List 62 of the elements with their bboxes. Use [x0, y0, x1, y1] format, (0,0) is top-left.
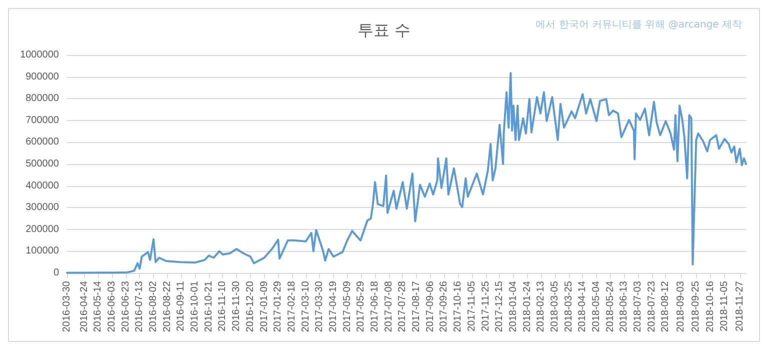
x-tick-label: 2018-09-03 [675, 280, 686, 332]
x-tick-label: 2016-07-13 [134, 280, 146, 332]
y-tick-label: 100000 [26, 246, 60, 257]
x-tick-label: 2017-07-08 [383, 280, 394, 332]
x-tick-label: 2017-03-30 [314, 280, 326, 332]
x-tick-label: 2018-09-25 [690, 280, 702, 332]
x-tick-label: 2017-06-18 [370, 280, 381, 332]
x-tick-label: 2017-08-17 [411, 280, 422, 332]
x-tick-label: 2017-05-09 [342, 280, 353, 332]
x-tick-label: 2017-09-06 [424, 280, 436, 332]
y-tick-label: 700000 [26, 114, 60, 126]
chart-title: 투표 수 [357, 20, 411, 40]
y-tick-label: 300000 [26, 202, 60, 214]
x-tick-label: 2018-06-13 [618, 280, 630, 332]
x-tick-label: 2018-10-16 [705, 280, 716, 332]
x-tick-label: 2017-05-29 [356, 280, 367, 332]
y-tick-label: 900000 [26, 71, 60, 82]
x-tick-label: 2018-01-04 [508, 280, 519, 332]
x-tick-label: 2018-05-04 [590, 280, 602, 332]
x-tick-label: 2016-09-11 [176, 280, 187, 332]
x-tick-label: 2017-02-18 [286, 280, 298, 332]
x-tick-label: 2017-07-28 [397, 280, 408, 332]
x-tick-label: 2016-12-20 [244, 280, 256, 332]
x-tick-label: 2016-11-30 [231, 280, 242, 332]
x-tick-label: 2018-02-13 [536, 280, 547, 332]
x-tick-label: 2017-01-29 [272, 280, 284, 332]
x-tick-label: 2018-03-25 [563, 280, 574, 332]
y-tick-label: 400000 [26, 180, 60, 192]
x-tick-label: 2016-11-10 [217, 280, 228, 332]
x-tick-label: 2017-10-16 [452, 280, 464, 332]
x-tick-label: 2016-03-30 [62, 280, 72, 332]
x-tick-label: 2018-07-23 [646, 280, 658, 332]
text: 에서 한국어 커뮤니티를 위해 @arcange 제작 [536, 20, 742, 30]
x-tick-label: 2018-08-12 [660, 280, 672, 332]
x-tick-label: 2018-11-05 [719, 280, 730, 332]
x-tick-label: 2017-09-26 [438, 280, 450, 332]
x-tick-label: 2017-12-15 [494, 280, 506, 332]
x-tick-label: 2016-10-21 [203, 280, 214, 332]
y-tick-label: 1000000 [20, 50, 60, 60]
x-tick-label: 2016-08-02 [148, 280, 160, 332]
x-tick-label: 2018-03-05 [549, 280, 560, 332]
x-tick-label: 2017-01-09 [258, 280, 270, 332]
y-tick-label: 200000 [26, 224, 60, 235]
y-tick-label: 800000 [26, 93, 60, 104]
x-tick-label: 2017-11-05 [466, 280, 478, 332]
x-tick-label: 2016-06-23 [120, 280, 132, 332]
x-tick-label: 2016-04-24 [78, 280, 90, 332]
x-tick-label: 2018-11-27 [734, 280, 746, 332]
x-tick-label: 2018-05-24 [604, 280, 616, 332]
x-tick-label: 2018-01-24 [522, 280, 533, 332]
x-tick-label: 2016-10-01 [190, 280, 201, 332]
x-tick-label: 2016-06-03 [106, 280, 118, 332]
x-tick-label: 2017-04-19 [328, 280, 339, 332]
x-tick-label: 2018-07-03 [632, 280, 644, 332]
y-tick-label: 500000 [26, 158, 60, 170]
x-tick-label: 2017-03-10 [300, 280, 312, 332]
y-tick-label: 600000 [26, 136, 60, 148]
x-tick-label: 2017-11-25 [480, 280, 492, 332]
x-tick-label: 2016-05-14 [92, 280, 104, 332]
x-tick-label: 2018-04-14 [577, 280, 588, 332]
y-tick-label: 0 [53, 268, 60, 278]
x-tick-label: 2016-08-22 [162, 280, 173, 332]
